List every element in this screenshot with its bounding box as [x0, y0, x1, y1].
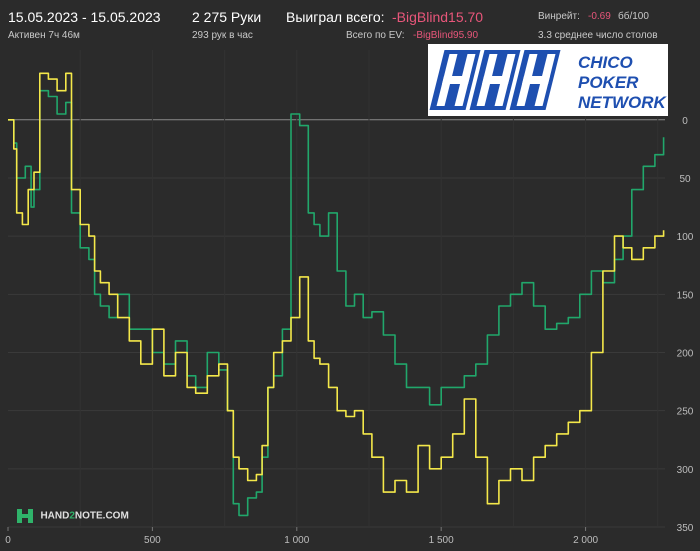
- winrate-unit: бб/100: [618, 11, 649, 22]
- svg-text:NETWORK: NETWORK: [578, 93, 668, 112]
- date-range: 15.05.2023 - 15.05.2023: [8, 9, 161, 25]
- active-time: Активен 7ч 46м: [8, 30, 80, 41]
- svg-text:POKER: POKER: [578, 73, 639, 92]
- x-tick-label: 500: [144, 535, 161, 546]
- hands-count: 2 275 Руки: [192, 9, 262, 25]
- ev-total-value: -BigBlind95.90: [413, 30, 479, 41]
- x-tick-label: 0: [5, 535, 11, 546]
- y-tick-label: 250: [677, 407, 694, 418]
- x-tick-label: 1 500: [429, 535, 454, 546]
- series-line-1: [8, 72, 665, 505]
- chart-series: [8, 72, 665, 517]
- hand2note-watermark: HAND2NOTE.COM: [16, 507, 129, 525]
- won-total-value: -BigBlind15.70: [392, 9, 484, 25]
- y-tick-label: 0: [682, 116, 688, 127]
- x-tick-label: 2 000: [573, 535, 598, 546]
- y-tick-label: 150: [677, 290, 694, 301]
- y-tick-label: 350: [677, 523, 694, 534]
- y-axis-ticks: 0 50 100 150 200 250 300 350: [677, 116, 694, 534]
- svg-text:CHICO: CHICO: [578, 53, 633, 72]
- x-tick-label: 1 000: [284, 535, 309, 546]
- ev-total-label: Всего по EV:: [346, 30, 405, 41]
- winrate-value: -0.69: [588, 11, 611, 22]
- y-tick-label: 200: [677, 348, 694, 359]
- stats-header: 15.05.2023 - 15.05.2023 Активен 7ч 46м 2…: [0, 0, 700, 48]
- y-tick-label: 100: [677, 232, 694, 243]
- winrate-label: Винрейт:: [538, 11, 580, 22]
- hands-per-hour: 293 рук в час: [192, 30, 253, 41]
- x-axis-ticks: 0 500 1 000 1 500 2 000: [5, 527, 599, 546]
- h2n-logo-icon: [17, 509, 33, 523]
- logo-h-letters: [429, 50, 561, 110]
- chico-poker-network-logo: CHICO POKER NETWORK: [428, 44, 668, 116]
- series-line-0: [8, 89, 665, 517]
- y-tick-label: 50: [679, 174, 691, 185]
- avg-tables: 3.3 среднее число столов: [538, 30, 658, 41]
- won-total-label: Выиграл всего:: [286, 9, 385, 25]
- chart-grid: [8, 50, 665, 528]
- y-tick-label: 300: [677, 465, 694, 476]
